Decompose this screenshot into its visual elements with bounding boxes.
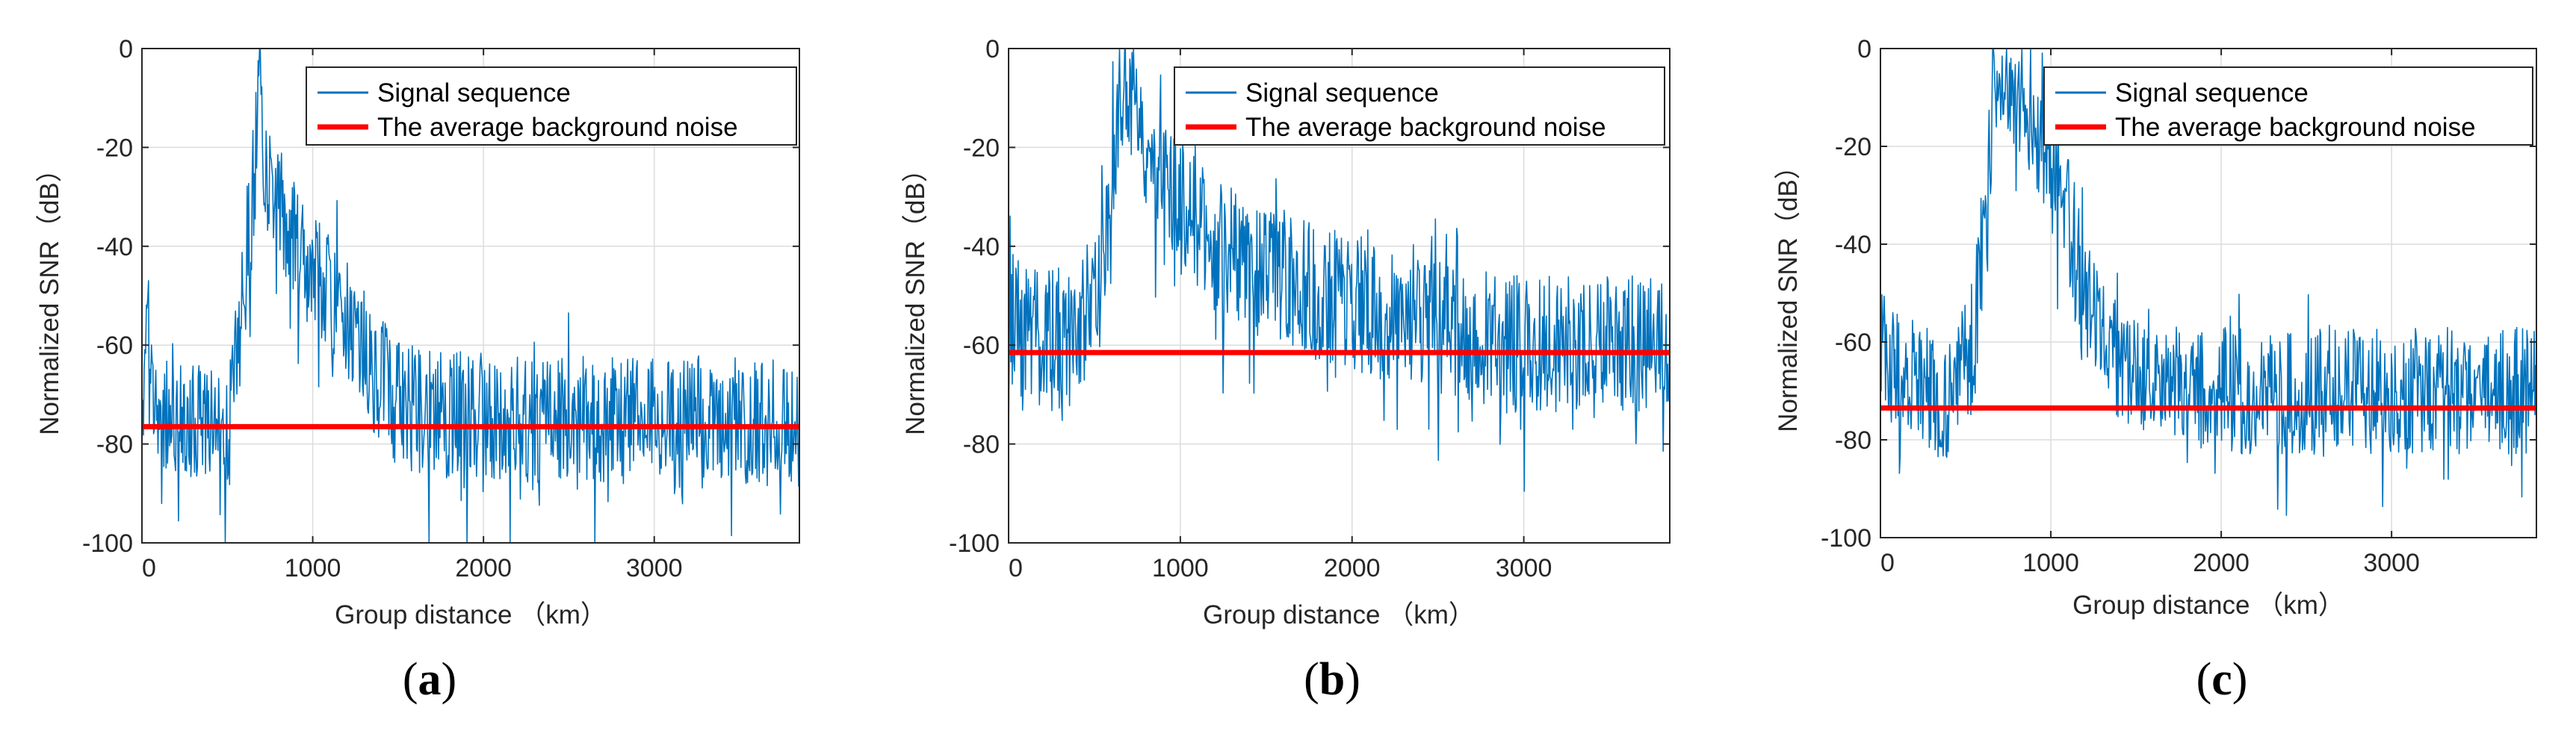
signal-sequence-series: [141, 48, 800, 544]
signal-sequence-line: [1880, 48, 2537, 516]
x-tick-label: 2000: [2193, 549, 2250, 577]
x-tick-label: 3000: [1496, 554, 1552, 582]
legend-box: [1174, 66, 1665, 146]
panel-a: 0 1000 2000 3000 0 -20 -40 -60 -80 -100 Group dis…: [35, 35, 800, 705]
tick-labels: 0 1000 2000 3000 0 -20 -40 -60 -80 -100: [949, 35, 1670, 582]
y-tick-label: -60: [963, 332, 1000, 360]
x-tick-label: 1000: [285, 554, 341, 582]
y-tick-label: -100: [949, 529, 1000, 558]
y-tick-label: -40: [963, 233, 1000, 261]
y-tick-label: -60: [96, 332, 133, 360]
signal-sequence-series: [1008, 48, 1671, 492]
legend-noise-label: The average background noise: [2115, 113, 2476, 142]
legend: Signal sequence The average background n…: [2043, 66, 2533, 146]
x-axis-label: Group distance （km）: [2072, 591, 2344, 620]
y-tick-label: -40: [96, 233, 133, 261]
y-tick-label: -100: [1821, 524, 1871, 553]
y-tick-label: -80: [96, 431, 133, 459]
x-tick-label: 0: [1880, 549, 1895, 577]
x-tick-label: 0: [142, 554, 156, 582]
y-tick-label: -100: [82, 529, 133, 558]
y-tick-label: -20: [96, 134, 133, 162]
panel-b: 0 1000 2000 3000 0 -20 -40 -60 -80 -100 Group dis…: [901, 35, 1671, 705]
y-tick-label: 0: [985, 35, 1000, 63]
signal-sequence-series: [1880, 48, 2537, 516]
axes-box: [141, 48, 800, 544]
legend-noise-label: The average background noise: [377, 113, 738, 142]
legend-box: [306, 66, 797, 146]
y-tick-label: -20: [1835, 133, 1871, 161]
y-tick-label: -60: [1835, 329, 1871, 357]
legend-signal-label: Signal sequence: [1245, 78, 1439, 108]
legend: Signal sequence The average background n…: [1174, 66, 1665, 146]
tick-labels: 0 1000 2000 3000 0 -20 -40 -60 -80 -100: [1821, 35, 2536, 577]
x-tick-label: 3000: [626, 554, 683, 582]
panel-letter: b: [1319, 654, 1345, 705]
y-tick-label: -80: [1835, 426, 1871, 455]
panel-letter: a: [418, 654, 442, 705]
legend-box: [2043, 66, 2533, 146]
x-tick-label: 3000: [2363, 549, 2420, 577]
panel-letter: c: [2211, 654, 2232, 705]
panel-label: (b): [1304, 654, 1360, 705]
legend-noise-label: The average background noise: [1245, 113, 1606, 142]
y-axis-label: Normalized SNR（dB）: [35, 156, 64, 435]
y-axis-label: Normalized SNR（dB）: [901, 156, 930, 435]
legend-signal-label: Signal sequence: [2115, 78, 2309, 108]
axes-box: [1008, 48, 1671, 544]
panel-c: 0 1000 2000 3000 0 -20 -40 -60 -80 -100 Group dis…: [1774, 35, 2537, 705]
y-tick-label: -40: [1835, 231, 1871, 259]
y-tick-label: -80: [963, 431, 1000, 459]
x-tick-label: 2000: [455, 554, 512, 582]
tick-labels: 0 1000 2000 3000 0 -20 -40 -60 -80 -100: [82, 35, 799, 582]
signal-sequence-line: [1008, 48, 1671, 492]
signal-sequence-line: [141, 48, 800, 544]
x-axis-label: Group distance （km）: [1203, 600, 1475, 629]
x-tick-label: 1000: [1152, 554, 1209, 582]
y-tick-label: 0: [1857, 35, 1871, 63]
legend: Signal sequence The average background n…: [306, 66, 797, 146]
x-tick-label: 1000: [2022, 549, 2079, 577]
panel-label: (c): [2196, 654, 2248, 705]
x-tick-label: 2000: [1324, 554, 1381, 582]
x-axis-label: Group distance （km）: [335, 600, 607, 629]
axes-box: [1880, 48, 2537, 538]
x-tick-label: 0: [1009, 554, 1023, 582]
panel-label: (a): [403, 654, 456, 705]
legend-signal-label: Signal sequence: [377, 78, 571, 108]
y-tick-label: -20: [963, 134, 1000, 162]
y-tick-label: 0: [119, 35, 133, 63]
y-axis-label: Normalized SNR（dB）: [1774, 153, 1803, 432]
